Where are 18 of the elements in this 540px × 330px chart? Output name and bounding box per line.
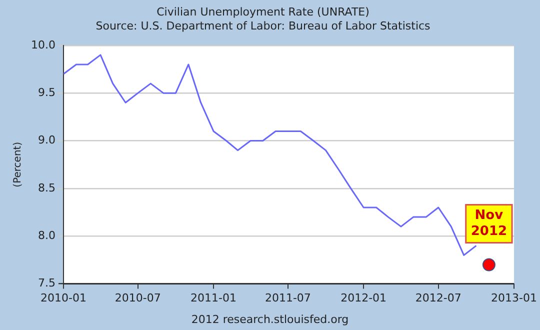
text: 2012 research.stlouisfed.org	[191, 312, 349, 326]
x-tick-label: 2010-07	[114, 291, 161, 304]
y-tick-label: 9.5	[38, 86, 56, 99]
x-tick-label: 2010-01	[40, 291, 86, 304]
y-tick-label: 8.0	[38, 228, 56, 242]
x-tick-label: 2012-07	[415, 291, 462, 304]
chart-subtitle: Source: U.S. Department of Labor: Bureau of Labor Statistics	[96, 20, 431, 33]
y-tick-label: 9.0	[38, 134, 56, 147]
y-tick-label: 7.5	[38, 276, 56, 290]
annotation: Nov 2012	[470, 208, 508, 240]
chart-title: Civilian Unemployment Rate (UNRATE)	[156, 5, 370, 18]
y-tick-label: 8.5	[38, 181, 56, 194]
x-tick-label: 2011-07	[264, 291, 311, 304]
x-tick-label: 2011-01	[190, 291, 237, 304]
x-tick-label: 2013-01	[491, 291, 538, 304]
y-tick-label: 10.0	[30, 38, 56, 52]
y-axis-title: (Percent)	[12, 142, 24, 188]
x-tick-label: 2012-01	[340, 291, 387, 304]
